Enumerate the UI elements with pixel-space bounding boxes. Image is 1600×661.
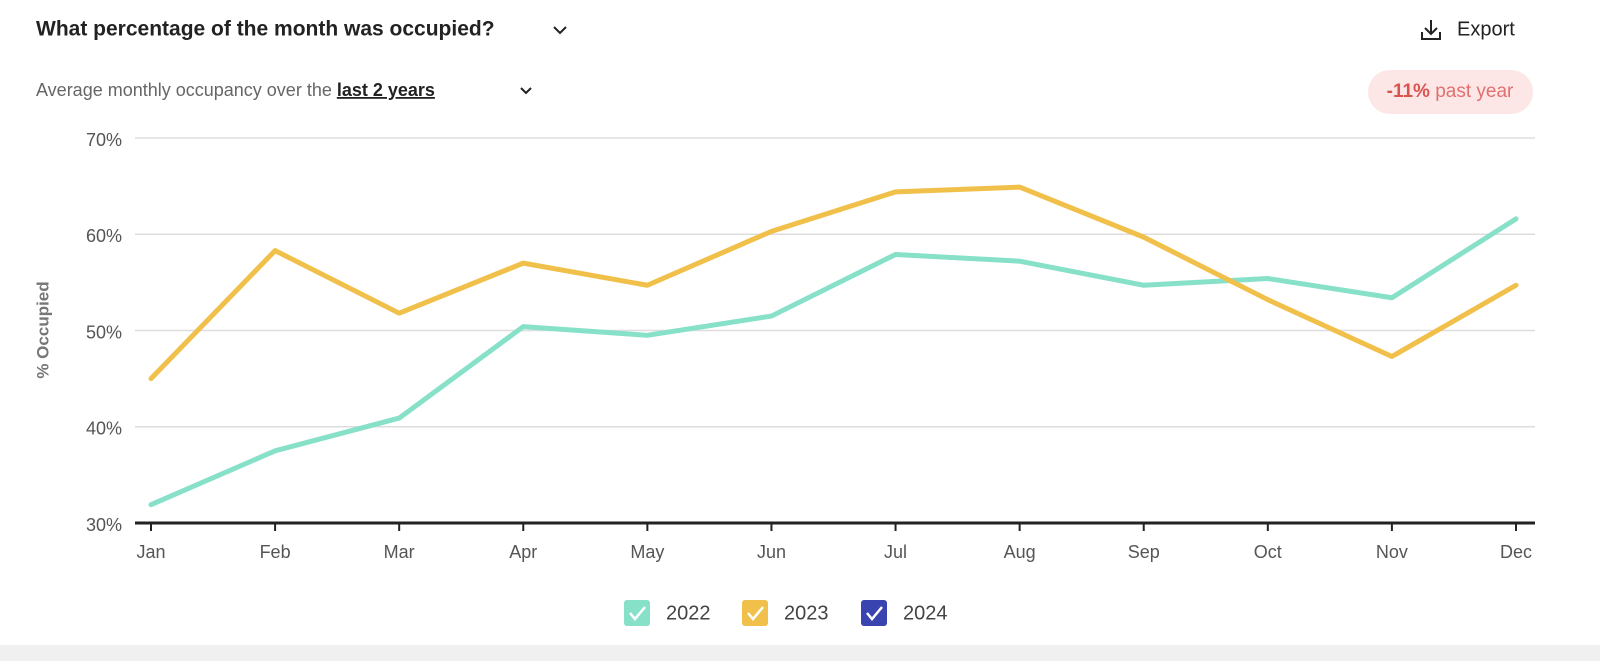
export-label: Export	[1457, 18, 1515, 40]
legend-swatch[interactable]	[861, 600, 887, 626]
bottom-strip	[0, 645, 1600, 661]
subtitle: Average monthly occupancy over the last …	[36, 80, 435, 100]
x-tick-label: Jan	[136, 542, 165, 562]
badge-text: -11% past year	[1387, 81, 1514, 102]
badge-value: -11%	[1387, 81, 1430, 102]
y-tick-label: 30%	[86, 515, 122, 535]
legend-label: 2022	[666, 602, 711, 624]
y-tick-label: 60%	[86, 226, 122, 246]
legend-label: 2023	[784, 602, 829, 624]
legend-swatch[interactable]	[624, 600, 650, 626]
x-tick-label: Apr	[509, 542, 537, 562]
x-tick-label: Nov	[1376, 542, 1408, 562]
legend-label: 2024	[903, 602, 948, 624]
title-chevron[interactable]	[553, 26, 567, 35]
x-tick-label: Jul	[884, 542, 907, 562]
y-tick-label: 40%	[86, 419, 122, 439]
x-tick-label: Aug	[1004, 542, 1036, 562]
legend-check	[629, 606, 646, 621]
x-tick-label: Oct	[1254, 542, 1282, 562]
badge-label: past year	[1435, 81, 1514, 102]
x-tick-label: Dec	[1500, 542, 1532, 562]
series-line	[148, 184, 1519, 382]
x-tick-label: Mar	[384, 542, 415, 562]
legend-check	[866, 606, 883, 621]
x-tick-label: Feb	[260, 542, 291, 562]
y-axis-label: % Occupied	[33, 281, 52, 378]
y-tick-label: 70%	[86, 130, 122, 150]
y-tick-label: 50%	[86, 322, 122, 342]
legend-swatch[interactable]	[742, 600, 768, 626]
legend-check	[747, 606, 764, 621]
x-tick-label: Jun	[757, 542, 786, 562]
series-line	[148, 216, 1519, 508]
period-link[interactable]: last 2 years	[337, 80, 435, 100]
x-tick-label: May	[630, 542, 664, 562]
x-tick-label: Sep	[1128, 542, 1160, 562]
badge	[1368, 70, 1533, 114]
period-chevron[interactable]	[520, 87, 532, 95]
subtitle-text: Average monthly occupancy over the	[36, 80, 337, 100]
export-icon	[1421, 20, 1441, 40]
title: What percentage of the month was occupie…	[36, 18, 495, 41]
export-button[interactable]: Export	[1421, 18, 1515, 40]
